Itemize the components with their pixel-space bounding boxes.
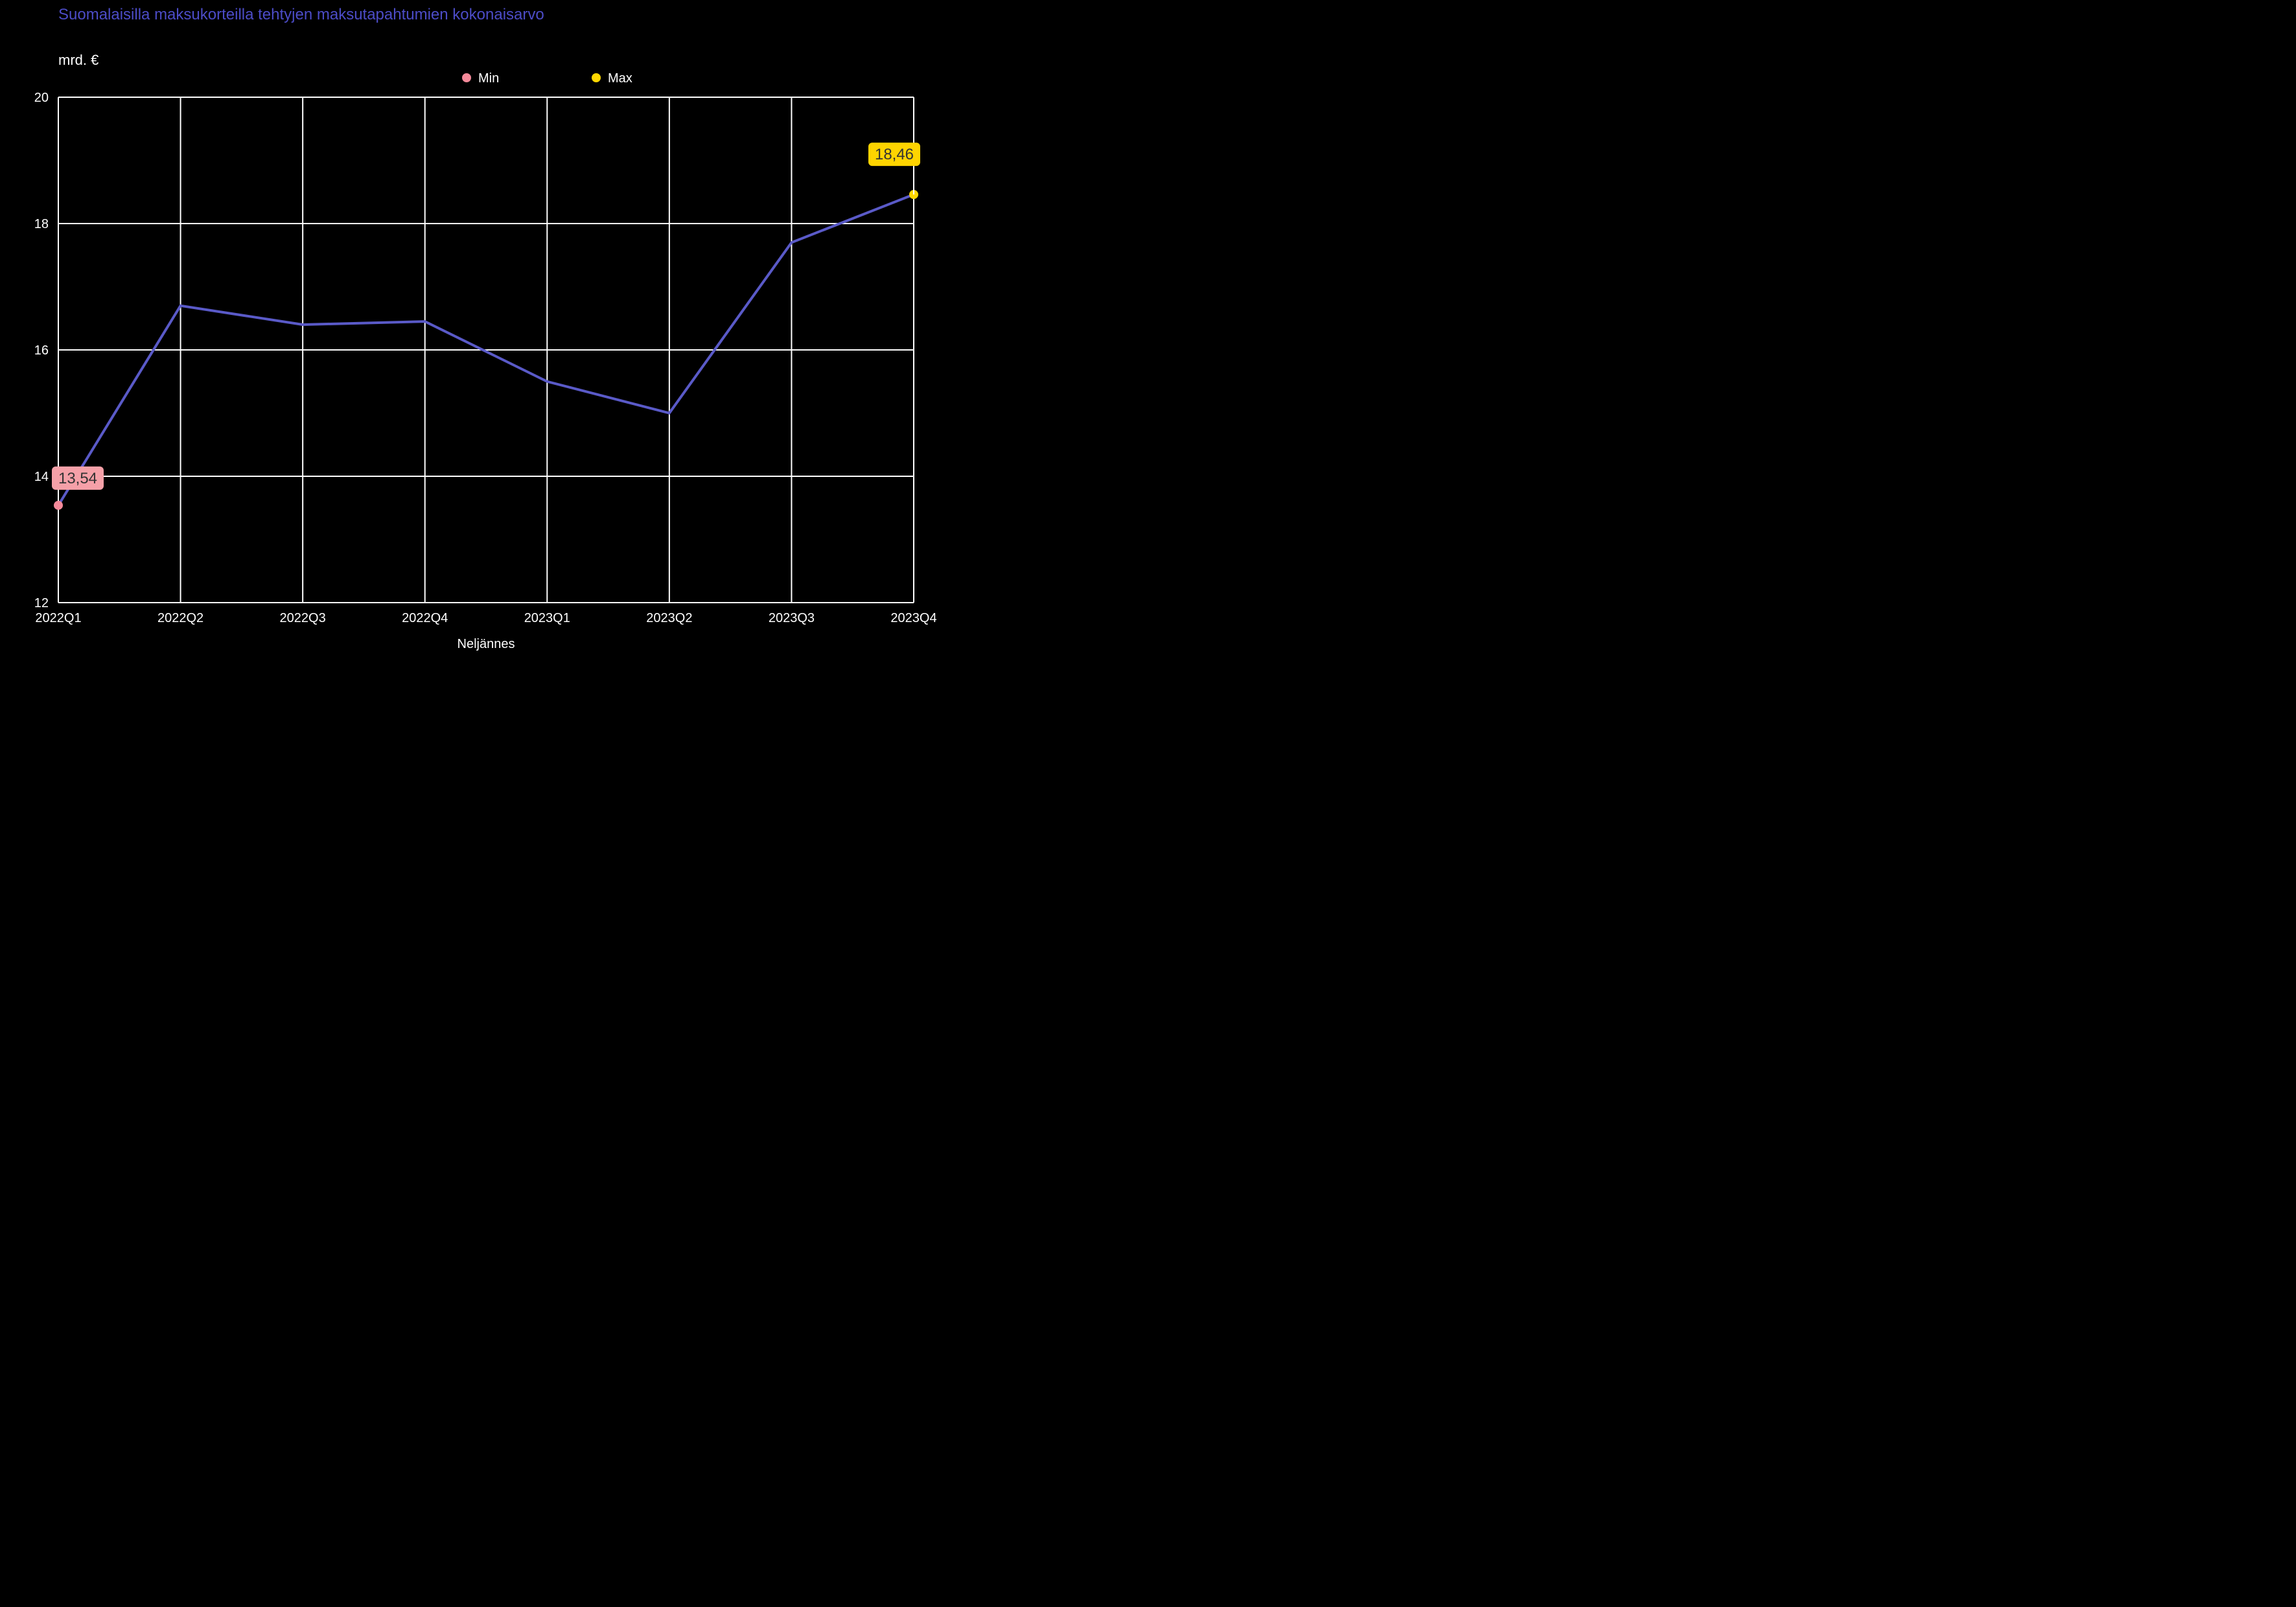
legend-label-max: Max — [608, 71, 632, 86]
y-tick-label: 18 — [34, 217, 49, 231]
chart-title: Suomalaisilla maksukorteilla tehtyjen ma… — [58, 6, 544, 23]
max-value-badge: 18,46 — [868, 143, 920, 166]
legend-marker-max — [592, 73, 601, 82]
min-point — [54, 501, 63, 510]
legend-label-min: Min — [478, 71, 499, 86]
x-tick-label: 2023Q3 — [769, 611, 815, 625]
y-tick-label: 20 — [34, 91, 49, 105]
y-tick-label: 16 — [34, 343, 49, 358]
x-tick-label: 2023Q4 — [890, 611, 936, 625]
x-tick-label: 2022Q4 — [402, 611, 448, 625]
max-value-label: 18,46 — [875, 146, 914, 163]
x-tick-label: 2022Q2 — [157, 611, 203, 625]
x-axis-label: Neljännes — [458, 637, 515, 651]
chart-container: Suomalaisilla maksukorteilla tehtyjen ma… — [0, 0, 946, 662]
x-tick-label: 2023Q2 — [646, 611, 692, 625]
x-tick-label: 2022Q1 — [35, 611, 81, 625]
line-chart-svg: Suomalaisilla maksukorteilla tehtyjen ma… — [0, 0, 946, 662]
x-tick-label: 2023Q1 — [524, 611, 570, 625]
min-value-badge: 13,54 — [52, 467, 104, 490]
y-tick-label: 12 — [34, 596, 49, 610]
chart-background — [0, 0, 946, 662]
x-tick-label: 2022Q3 — [280, 611, 326, 625]
chart-subtitle: mrd. € — [58, 52, 99, 68]
legend-marker-min — [462, 73, 471, 82]
min-value-label: 13,54 — [58, 470, 97, 487]
y-tick-label: 14 — [34, 470, 49, 484]
